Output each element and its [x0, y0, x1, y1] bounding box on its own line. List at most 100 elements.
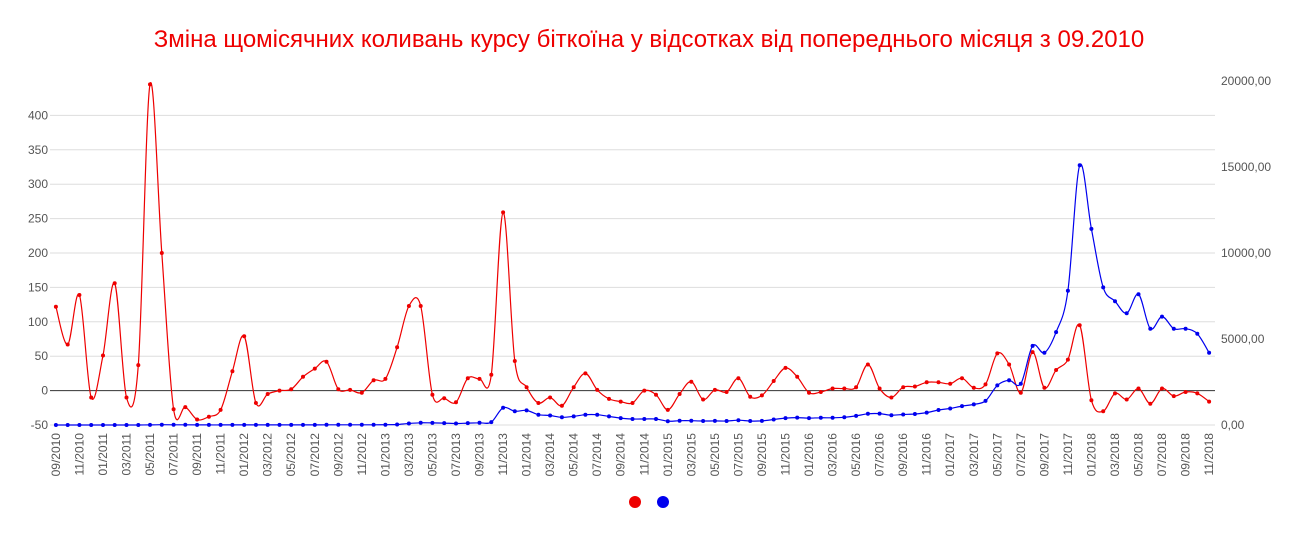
data-point: [1195, 391, 1200, 396]
data-point: [1030, 350, 1035, 355]
data-point: [783, 365, 788, 370]
data-point: [312, 422, 317, 427]
data-point: [595, 387, 600, 392]
y-tick-label-left: 400: [28, 108, 48, 122]
y-axis-left-labels: -50 0 50 100 150 200 250 300 350 400: [28, 108, 48, 432]
data-point: [383, 422, 388, 427]
data-point: [642, 417, 647, 421]
x-tick-label: 11/2016: [920, 433, 934, 476]
x-tick-label: 01/2014: [520, 433, 534, 477]
data-point: [1136, 386, 1141, 391]
x-tick-label: 03/2015: [684, 433, 698, 477]
data-point: [1054, 330, 1059, 335]
series-line: [55, 82, 1210, 421]
data-point: [960, 376, 964, 381]
data-point: [724, 419, 729, 423]
data-point: [736, 376, 741, 381]
data-point: [936, 380, 941, 385]
data-point: [489, 372, 494, 377]
data-point: [889, 395, 894, 400]
data-point: [465, 421, 470, 426]
data-point: [618, 399, 623, 404]
data-point: [1171, 394, 1176, 399]
data-point: [924, 380, 929, 385]
data-point: [1113, 391, 1117, 396]
data-point: [501, 210, 506, 215]
x-tick-label: 01/2013: [378, 433, 392, 477]
data-point: [430, 392, 435, 397]
data-point: [265, 422, 270, 427]
data-point: [1089, 398, 1094, 403]
data-point: [301, 422, 305, 427]
x-tick-label: 11/2014: [637, 433, 651, 476]
x-tick-label: 03/2018: [1108, 433, 1122, 477]
data-point: [395, 345, 400, 350]
data-point: [642, 388, 647, 393]
series-line: [55, 163, 1210, 426]
data-point: [618, 416, 623, 421]
data-point: [89, 423, 94, 427]
data-point: [1030, 343, 1035, 348]
data-point: [583, 412, 588, 417]
data-point: [148, 422, 152, 427]
data-point: [77, 293, 82, 297]
data-point: [759, 393, 764, 398]
data-point: [948, 406, 953, 411]
data-point: [960, 404, 964, 409]
y-tick-label-right: 15000,00: [1221, 160, 1271, 174]
data-point: [442, 421, 447, 426]
data-point: [712, 418, 717, 423]
x-tick-label: 09/2014: [614, 433, 628, 477]
x-tick-label: 07/2016: [873, 433, 887, 477]
data-point: [253, 422, 258, 427]
x-tick-label: 03/2013: [402, 433, 416, 477]
data-point: [53, 304, 58, 309]
x-tick-label: 11/2017: [1061, 433, 1075, 476]
data-point: [736, 418, 741, 423]
data-point: [936, 408, 941, 412]
data-point: [724, 390, 729, 394]
data-point: [854, 385, 859, 390]
y-tick-label-left: 0: [41, 384, 48, 398]
data-point: [689, 379, 694, 384]
data-point: [1183, 326, 1188, 331]
data-point: [430, 420, 435, 425]
data-point: [89, 395, 94, 400]
y-tick-label-left: 150: [28, 280, 48, 294]
data-point: [159, 422, 164, 427]
data-point: [901, 385, 906, 390]
data-point: [1101, 409, 1106, 414]
data-point: [171, 407, 176, 412]
x-tick-label: 03/2017: [967, 433, 981, 477]
data-point: [877, 411, 882, 416]
data-point: [1065, 288, 1070, 293]
x-tick-label: 09/2013: [473, 433, 487, 477]
data-point: [983, 382, 988, 387]
data-point: [195, 422, 200, 427]
data-point: [548, 413, 553, 418]
data-point: [230, 422, 235, 427]
x-tick-label: 09/2010: [49, 433, 63, 477]
data-point: [501, 405, 506, 410]
data-point: [136, 363, 141, 368]
x-tick-label: 07/2015: [731, 433, 745, 477]
data-point: [548, 395, 553, 400]
data-point: [1018, 381, 1023, 386]
data-point: [230, 369, 235, 374]
data-point: [477, 420, 482, 425]
data-point: [336, 387, 341, 392]
y-tick-label-left: 250: [28, 212, 48, 226]
data-point: [442, 396, 447, 401]
data-point: [1077, 163, 1082, 168]
data-point: [112, 423, 117, 427]
data-point: [1160, 314, 1164, 319]
x-tick-label: 07/2014: [590, 433, 604, 477]
x-tick-label: 01/2016: [802, 433, 816, 477]
data-point: [571, 385, 576, 390]
data-point: [865, 411, 870, 416]
data-point: [1065, 357, 1070, 362]
data-point: [818, 390, 823, 394]
data-point: [1124, 397, 1129, 402]
y-tick-label-right: 10000,00: [1221, 246, 1271, 260]
legend-marker: [657, 496, 669, 508]
